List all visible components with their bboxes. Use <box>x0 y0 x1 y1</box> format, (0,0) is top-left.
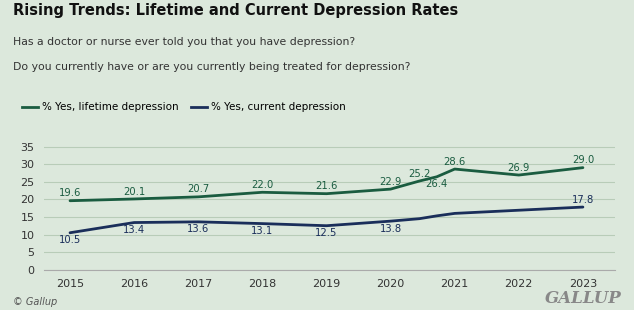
Text: 10.5: 10.5 <box>59 235 81 245</box>
Text: 22.0: 22.0 <box>251 180 273 190</box>
Text: 29.0: 29.0 <box>572 155 594 165</box>
Text: 25.2: 25.2 <box>408 169 430 179</box>
Legend: % Yes, lifetime depression, % Yes, current depression: % Yes, lifetime depression, % Yes, curre… <box>18 98 350 117</box>
Text: 19.6: 19.6 <box>59 188 81 198</box>
Text: GALLUP: GALLUP <box>545 290 621 307</box>
Text: 20.7: 20.7 <box>187 184 209 194</box>
Text: Has a doctor or nurse ever told you that you have depression?: Has a doctor or nurse ever told you that… <box>13 37 355 47</box>
Text: 26.9: 26.9 <box>508 162 530 173</box>
Text: 21.6: 21.6 <box>315 181 338 191</box>
Text: 28.6: 28.6 <box>444 157 466 166</box>
Text: 13.8: 13.8 <box>380 224 402 234</box>
Text: 13.1: 13.1 <box>251 226 273 236</box>
Text: © Gallup: © Gallup <box>13 297 57 307</box>
Text: 26.4: 26.4 <box>425 179 448 189</box>
Text: Rising Trends: Lifetime and Current Depression Rates: Rising Trends: Lifetime and Current Depr… <box>13 3 458 18</box>
Text: 22.9: 22.9 <box>379 177 402 187</box>
Text: 13.4: 13.4 <box>123 225 145 235</box>
Text: 17.8: 17.8 <box>572 195 594 205</box>
Text: 12.5: 12.5 <box>315 228 338 238</box>
Text: 20.1: 20.1 <box>123 187 145 197</box>
Text: 13.6: 13.6 <box>187 224 209 234</box>
Text: Do you currently have or are you currently being treated for depression?: Do you currently have or are you current… <box>13 62 410 72</box>
